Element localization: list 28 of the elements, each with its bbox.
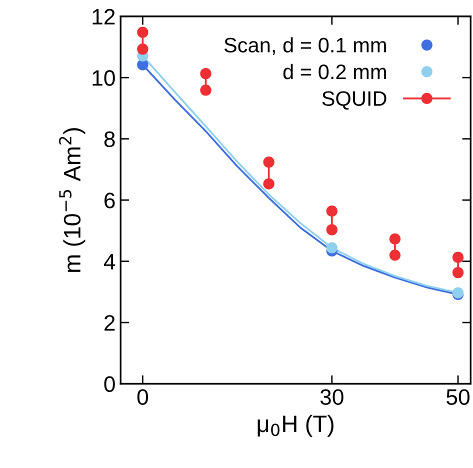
y-tick-label: 6: [104, 192, 115, 208]
x-tick-label: 0: [137, 389, 148, 405]
point: [389, 233, 401, 245]
point: [200, 84, 212, 96]
legend-label: Scan, d = 0.1 mm: [224, 37, 386, 55]
y-tick-label: 10: [92, 70, 115, 86]
point: [137, 44, 148, 55]
point: [326, 242, 338, 254]
point: [389, 250, 401, 261]
x-axis-title: μ$_{0}$H (T): [258, 414, 334, 437]
point: [263, 156, 274, 168]
point: [452, 252, 464, 263]
y-tick-label: 8: [104, 131, 115, 148]
legend-label: d = 0.2 mm: [283, 64, 386, 80]
point: [326, 224, 338, 236]
point: [326, 205, 338, 217]
y-tick-label: 12: [92, 8, 115, 24]
point: [200, 68, 212, 80]
point: [137, 26, 148, 38]
y-tick-label: 0: [104, 376, 115, 392]
point: [263, 178, 274, 190]
point: [452, 267, 464, 278]
y-tick-label: 2: [104, 315, 115, 331]
y-tick-label: 4: [104, 254, 116, 270]
x-tick-label: 50: [446, 389, 470, 405]
y-axis-title: m (10$^{−5}$ Am$^{2}$): [59, 128, 86, 272]
legend-label: SQUID: [322, 91, 386, 110]
x-tick-label: 30: [320, 389, 344, 405]
